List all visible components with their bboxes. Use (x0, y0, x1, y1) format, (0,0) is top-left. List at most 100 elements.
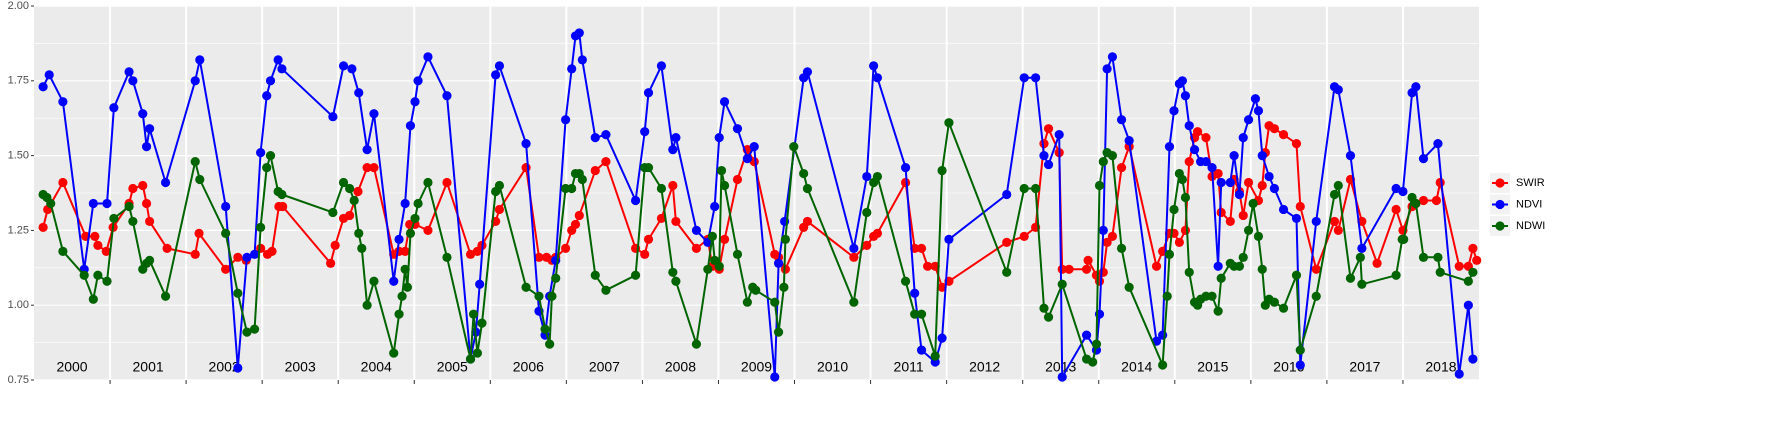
point (242, 252, 252, 262)
year-label: 2001 (133, 359, 164, 375)
point (643, 88, 654, 98)
point (413, 198, 423, 209)
point (345, 183, 355, 194)
point (124, 67, 134, 77)
point (1213, 168, 1223, 179)
point (1057, 372, 1067, 382)
point (802, 67, 813, 77)
y-tick-label: 1.75 (8, 75, 29, 87)
point (1151, 261, 1162, 271)
point (742, 153, 752, 164)
point (770, 372, 780, 382)
point (338, 61, 349, 71)
point (707, 231, 717, 241)
point (1333, 180, 1343, 191)
point (102, 198, 112, 209)
legend-label: SWIR (1516, 177, 1545, 189)
point (477, 318, 487, 328)
point (190, 156, 200, 167)
point (802, 183, 813, 194)
point (1463, 276, 1473, 286)
point (194, 228, 204, 238)
legend-point (1495, 221, 1505, 231)
point (256, 222, 266, 233)
point (590, 270, 600, 280)
point (1174, 237, 1184, 247)
point (277, 64, 287, 74)
point (1345, 273, 1356, 283)
legend-point (1495, 199, 1505, 210)
point (1253, 106, 1264, 116)
point (221, 264, 231, 274)
point (1435, 267, 1445, 277)
point (561, 243, 571, 253)
point (545, 339, 555, 349)
point (1333, 225, 1343, 235)
point (1468, 354, 1478, 364)
point (719, 97, 730, 107)
point (770, 297, 780, 307)
point (751, 285, 761, 295)
point (1098, 267, 1108, 277)
year-label: 2009 (741, 359, 772, 375)
point (1184, 267, 1194, 277)
point (900, 162, 911, 173)
point (732, 174, 743, 185)
point (423, 177, 433, 188)
point (1291, 139, 1302, 149)
point (475, 279, 485, 289)
point (1177, 174, 1187, 185)
point (442, 252, 452, 262)
point (1207, 291, 1217, 301)
point (278, 201, 288, 212)
point (719, 180, 730, 191)
point (1238, 133, 1248, 143)
point (472, 348, 482, 358)
point (1454, 369, 1464, 379)
point (1295, 360, 1305, 370)
point (1124, 282, 1134, 292)
point (190, 76, 200, 86)
point (405, 121, 416, 131)
point (256, 148, 266, 158)
point (1098, 156, 1108, 167)
point (1333, 85, 1343, 95)
point (656, 61, 667, 71)
point (773, 258, 784, 268)
point (671, 276, 681, 286)
point (869, 61, 879, 71)
point (1468, 267, 1478, 277)
point (1418, 252, 1429, 262)
point (900, 177, 911, 188)
point (691, 243, 702, 253)
point (601, 156, 611, 167)
point (732, 124, 743, 134)
year-label: 2018 (1425, 359, 1456, 375)
point (668, 180, 678, 191)
point (233, 363, 243, 373)
point (1399, 234, 1409, 244)
point (1043, 159, 1054, 170)
point (1257, 180, 1267, 191)
point (88, 198, 98, 209)
point (46, 198, 56, 209)
point (1269, 297, 1280, 307)
point (400, 264, 410, 274)
point (138, 109, 148, 119)
point (262, 91, 272, 101)
point (277, 189, 287, 200)
point (714, 261, 724, 271)
point (1357, 243, 1367, 253)
year-label: 2010 (817, 359, 848, 375)
point (630, 270, 641, 280)
point (400, 246, 410, 256)
point (1164, 249, 1175, 259)
point (410, 97, 420, 107)
point (1278, 130, 1289, 140)
point (703, 264, 713, 274)
point (1169, 106, 1179, 116)
point (1107, 231, 1118, 241)
point (937, 333, 947, 343)
point (1216, 177, 1226, 188)
